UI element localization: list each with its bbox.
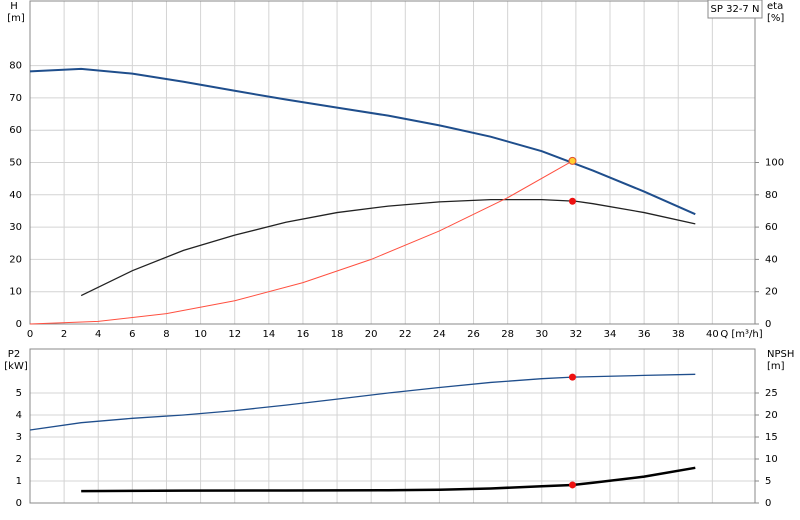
- y2-tick-label: 10: [765, 454, 778, 465]
- y-tick-label: 3: [16, 432, 22, 443]
- y-axis-unit: [kW]: [4, 361, 28, 372]
- x-tick-label: 34: [604, 329, 617, 340]
- x-tick-label: 30: [535, 329, 548, 340]
- duty-point: [568, 197, 576, 205]
- y-tick-label: 20: [9, 254, 22, 265]
- y-tick-label: 30: [9, 222, 22, 233]
- x-tick-label: 8: [163, 329, 169, 340]
- x-tick-label: 32: [570, 329, 583, 340]
- y-tick-label: 70: [9, 93, 22, 104]
- y-tick-label: 4: [16, 410, 22, 421]
- y-axis-unit: [m]: [7, 13, 25, 24]
- curve: [80, 198, 696, 297]
- y-tick-label: 2: [16, 454, 22, 465]
- y-tick-label: 0: [16, 319, 22, 330]
- curve: [29, 67, 696, 216]
- y2-tick-label: 20: [765, 410, 778, 421]
- curve: [29, 373, 696, 431]
- y2-tick-label: 60: [765, 222, 778, 233]
- x-tick-label: 40: [706, 329, 719, 340]
- y2-tick-label: 25: [765, 388, 778, 399]
- y-tick-label: 80: [9, 61, 22, 72]
- x-tick-label: 2: [61, 329, 67, 340]
- y2-axis-label: NPSH: [767, 349, 794, 360]
- x-tick-label: 26: [467, 329, 480, 340]
- x-axis-label: Q [m³/h]: [720, 329, 762, 340]
- y-tick-label: 0: [16, 498, 22, 509]
- y-tick-label: 10: [9, 287, 22, 298]
- y2-tick-label: 0: [765, 498, 771, 509]
- x-tick-label: 22: [399, 329, 412, 340]
- x-tick-label: 6: [129, 329, 135, 340]
- y2-tick-label: 0: [765, 319, 771, 330]
- chart-label: SP 32-7 N: [711, 4, 760, 15]
- x-tick-label: 20: [365, 329, 378, 340]
- y2-tick-label: 15: [765, 432, 778, 443]
- y-axis-label: P2: [8, 349, 20, 360]
- y2-tick-label: 40: [765, 254, 778, 265]
- y-axis-label: H: [10, 1, 18, 12]
- x-tick-label: 0: [27, 329, 33, 340]
- y2-tick-label: 20: [765, 287, 778, 298]
- x-tick-label: 24: [433, 329, 446, 340]
- x-tick-label: 4: [95, 329, 101, 340]
- label-box: [707, 0, 763, 19]
- duty-point: [568, 373, 576, 381]
- y-tick-label: 50: [9, 158, 22, 169]
- y-tick-label: 5: [16, 388, 22, 399]
- y2-axis-label: eta: [767, 1, 783, 12]
- x-tick-label: 36: [638, 329, 651, 340]
- x-tick-label: 12: [228, 329, 241, 340]
- y-tick-label: 60: [9, 125, 22, 136]
- y2-tick-label: 5: [765, 476, 771, 487]
- curve: [29, 160, 573, 325]
- y2-tick-label: 80: [765, 190, 778, 201]
- x-tick-label: 16: [297, 329, 310, 340]
- y-tick-label: 40: [9, 190, 22, 201]
- y-tick-label: 1: [16, 476, 22, 487]
- curve: [81, 466, 696, 493]
- plot-frame: [29, 348, 756, 504]
- x-tick-label: 18: [331, 329, 344, 340]
- y2-tick-label: 100: [765, 158, 784, 169]
- x-tick-label: 38: [672, 329, 685, 340]
- x-tick-label: 10: [194, 329, 207, 340]
- duty-point: [568, 156, 577, 165]
- x-tick-label: 28: [501, 329, 514, 340]
- y2-axis-unit: [%]: [767, 13, 784, 24]
- duty-point: [568, 481, 576, 489]
- x-tick-label: 14: [262, 329, 275, 340]
- y2-axis-unit: [m]: [767, 361, 785, 372]
